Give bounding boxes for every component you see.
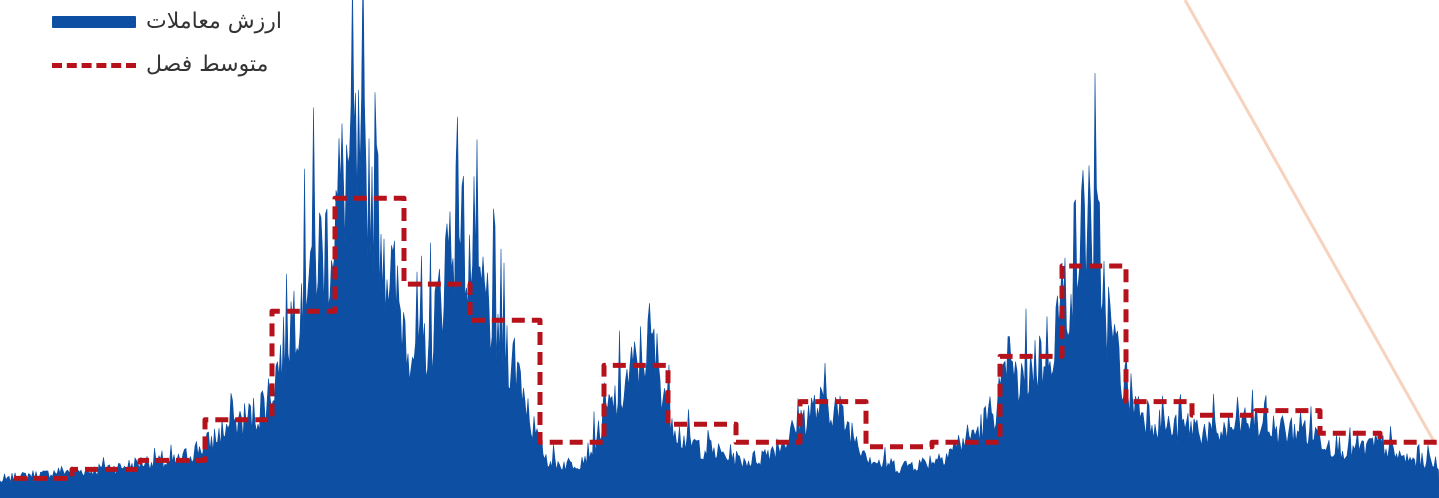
legend-item-trade-value: ارزش معاملات: [52, 6, 282, 38]
series-season-average-line: [14, 195, 1439, 481]
legend-swatch-dashed-line: [52, 62, 136, 68]
decorative-diagonal-line: [1183, 0, 1438, 446]
legend-label-trade-value: ارزش معاملات: [146, 9, 282, 34]
legend-item-season-average: متوسط فصل: [52, 49, 268, 81]
legend: ارزش معاملات متوسط فصل: [52, 6, 312, 98]
legend-swatch-area: [52, 16, 136, 28]
legend-label-season-average: متوسط فصل: [146, 52, 269, 77]
